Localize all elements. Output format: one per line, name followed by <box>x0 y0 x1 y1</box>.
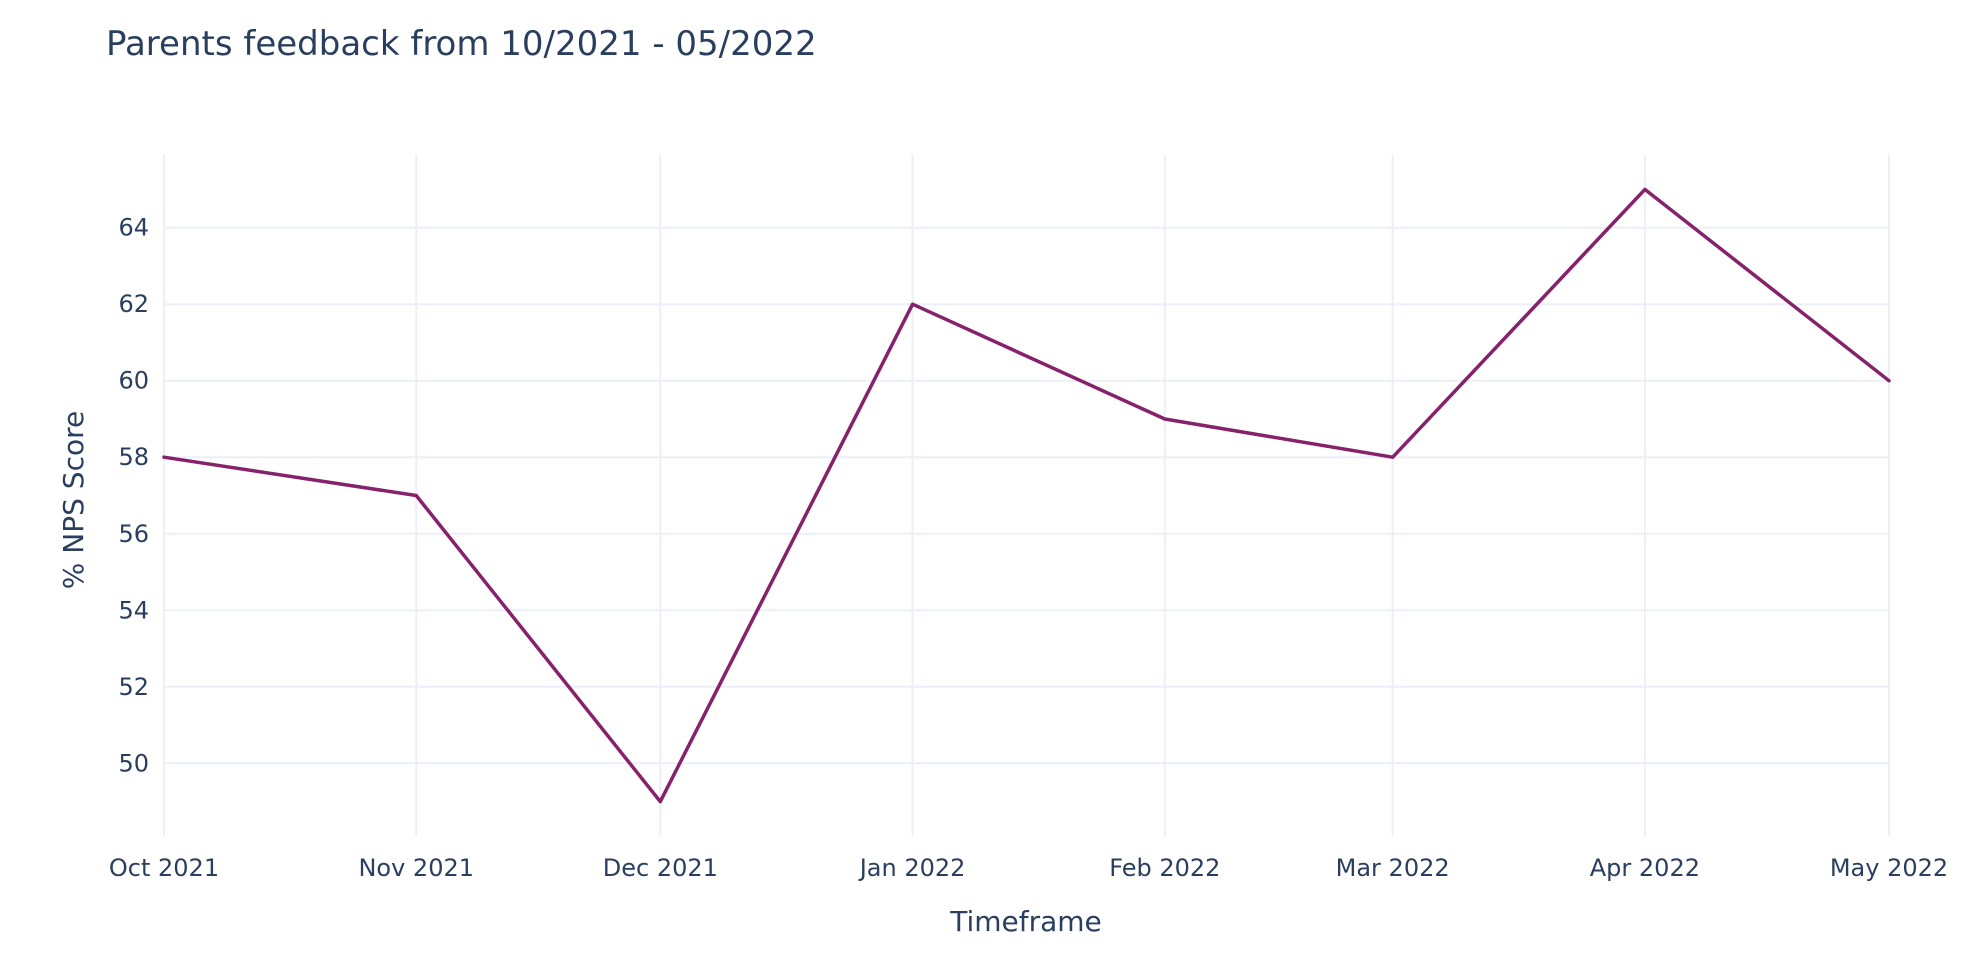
x-tick-labels: Oct 2021 Nov 2021 Dec 2021 Jan 2022 Feb 2022… <box>109 854 1948 882</box>
x-tick-label: Nov 2021 <box>358 854 474 882</box>
x-tick-label: Jan 2022 <box>858 854 966 882</box>
y-tick-label: 54 <box>118 596 149 624</box>
x-tick-label: Dec 2021 <box>603 854 718 882</box>
x-tick-label: May 2022 <box>1830 854 1948 882</box>
series-layer <box>162 187 1891 804</box>
x-tick-label: Apr 2022 <box>1590 854 1700 882</box>
y-tick-label: 56 <box>118 520 149 548</box>
y-tick-label: 52 <box>118 673 149 701</box>
y-axis-title: % NPS Score <box>57 411 90 589</box>
y-tick-label: 62 <box>118 290 149 318</box>
y-tick-label: 64 <box>118 214 149 242</box>
chart-title: Parents feedback from 10/2021 - 05/2022 <box>106 24 817 64</box>
x-gridlines <box>163 155 1890 836</box>
series-line <box>162 187 1891 804</box>
y-tick-labels: 50 52 54 56 58 60 62 64 <box>118 214 149 778</box>
y-tick-label: 58 <box>118 443 149 471</box>
y-tick-label: 50 <box>118 749 149 777</box>
x-tick-label: Oct 2021 <box>109 854 219 882</box>
y-tick-label: 60 <box>118 367 149 395</box>
x-tick-label: Mar 2022 <box>1336 854 1450 882</box>
y-gridlines <box>164 226 1889 765</box>
x-axis-title: Timeframe <box>949 905 1102 938</box>
x-tick-label: Feb 2022 <box>1109 854 1220 882</box>
